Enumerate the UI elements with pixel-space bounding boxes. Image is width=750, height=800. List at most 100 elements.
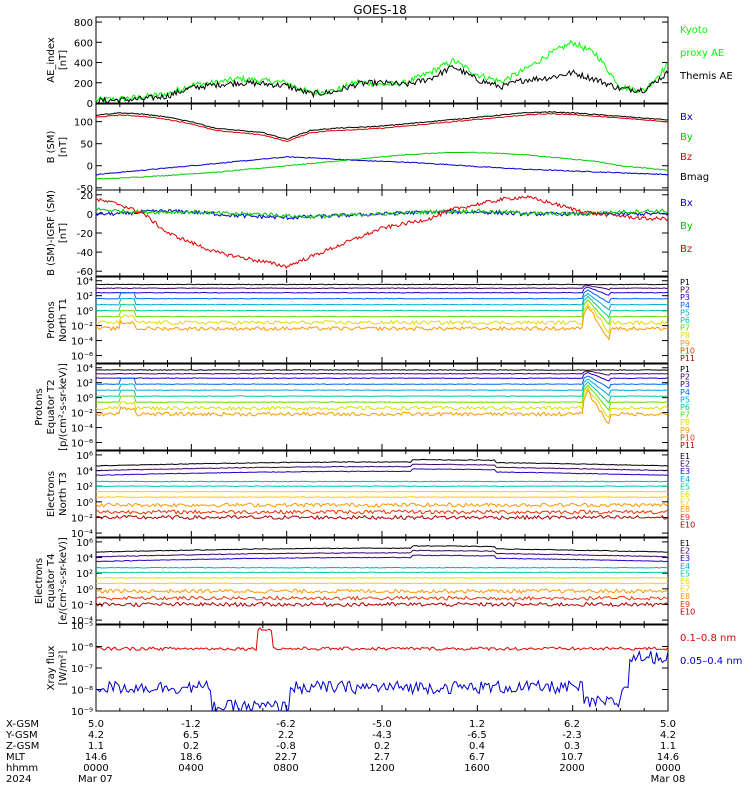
y-tick-label: 10² [76, 379, 93, 390]
y-tick-label: 400 [74, 59, 93, 70]
series-line-e4 [95, 566, 669, 569]
series-line-e1 [95, 545, 669, 553]
series-line-themis-ae [95, 64, 669, 104]
y-tick-label: 0 [87, 162, 93, 173]
panel-ylabel: [p/(cm²-s-sr-keV)] [58, 363, 69, 451]
footer-value: -6.2 [276, 719, 296, 730]
y-tick-label: 10⁻⁶ [71, 352, 93, 363]
legend-entry: E7 [680, 498, 690, 507]
footer-row-label: X-GSM [6, 719, 39, 730]
series-line-p1 [95, 283, 668, 286]
panel-ylabel: North T3 [58, 472, 69, 516]
legend-entry: E7 [680, 585, 690, 594]
y-tick-label: 10⁻⁶ [71, 439, 93, 450]
y-tick-label: 600 [74, 38, 93, 49]
panel-legend: Bx By Bz Bmag [680, 112, 709, 183]
legend-entry: P6 [680, 316, 690, 325]
panel-ylabel: [nT] [58, 223, 69, 243]
y-tick-label: 10⁶ [76, 538, 93, 549]
footer-value: 6.2 [564, 719, 580, 730]
y-tick-label: 800 [74, 18, 93, 29]
y-tick-label: 10⁻⁴ [71, 529, 93, 540]
y-tick-label: 10⁻⁴ [71, 616, 93, 627]
y-tick-label: -20 [77, 229, 93, 240]
footer-value: 0.4 [469, 741, 485, 752]
series-line-p6 [95, 295, 669, 319]
footer-value: 22.7 [275, 752, 297, 763]
footer-value: 5.0 [88, 719, 104, 730]
legend-entry: E6 [680, 577, 690, 586]
footer-value: 0000 [655, 763, 680, 774]
panel-8: 10⁻⁵ 10⁻⁶ 10⁻⁷ 10⁻⁸ 10⁻⁹ Xray flux [W/m²] 0.1–0… [46, 621, 742, 718]
legend-entry: P7 [680, 411, 690, 420]
y-tick-label: 10⁰ [76, 498, 93, 509]
footer-ephemeris: X-GSM 5.0 -1.2 -6.2 -5.0 1.2 6.2 5.0 Y-GSM 4.2 6.5… [5, 719, 685, 785]
panel-5: 10⁴ 10² 10⁰ 10⁻² 10⁻⁴ 10⁻⁶ Protons Equator T2 [p… [34, 363, 695, 451]
legend-entry: P4 [680, 301, 690, 310]
footer-value: 0000 [83, 763, 108, 774]
legend-entry: Bz [680, 152, 692, 163]
y-tick-label: 20 [80, 191, 93, 202]
series-line-bx [96, 156, 669, 176]
legend-entry: Bz [680, 244, 692, 255]
series-line-e9 [95, 595, 669, 601]
series-line-p4 [95, 289, 669, 304]
legend-entry: E10 [680, 607, 695, 616]
legend-entry: Bx [680, 112, 693, 123]
series-line-p8 [95, 303, 669, 334]
series-line-e5 [95, 571, 669, 574]
y-tick-label: -40 [77, 248, 93, 259]
footer-value: 0400 [178, 763, 203, 774]
panel-2: -50 0 50 100 B (SM) [nT] Bx By Bz Bmag [46, 103, 709, 195]
legend-entry: By [680, 221, 693, 232]
legend-entry: P11 [680, 354, 695, 363]
legend-entry: P2 [680, 373, 690, 382]
legend-entry: E5 [680, 482, 690, 491]
legend-entry: By [680, 132, 693, 143]
panel-4: 10⁴ 10² 10⁰ 10⁻² 10⁻⁴ 10⁻⁶ Protons North T1 P1P2… [46, 276, 695, 364]
footer-row-label: hhmm [6, 763, 38, 774]
y-tick-label: 10² [76, 292, 93, 303]
panel-ylabel: Xray flux [46, 646, 57, 691]
footer-row-label: 2024 [6, 774, 31, 785]
footer-value: 4.2 [660, 730, 676, 741]
series-line-kyoto-proxy-ae [95, 39, 669, 103]
footer-value: 0.2 [183, 741, 199, 752]
series-line-e6 [96, 577, 669, 579]
legend-entry: P7 [680, 324, 690, 333]
y-tick-label: 10⁶ [76, 451, 93, 462]
footer-value: 6.7 [469, 752, 485, 763]
series-line-p5 [95, 378, 668, 397]
series-line-p9 [95, 305, 669, 341]
panel-frame [95, 624, 669, 712]
footer-value: 0.2 [374, 741, 390, 752]
footer-value: 1.2 [469, 719, 485, 730]
footer-value: -2.3 [562, 730, 582, 741]
footer-row-label: Z-GSM [6, 741, 39, 752]
series-line-p3 [95, 286, 668, 296]
y-tick-label: 200 [74, 79, 93, 90]
footer-value: 2.7 [374, 752, 390, 763]
y-tick-label: 10⁻² [71, 409, 93, 420]
y-tick-label: -50 [77, 184, 93, 195]
legend-entry: P10 [680, 346, 695, 355]
y-tick-label: 10⁻⁴ [71, 424, 93, 435]
series-line-p1 [95, 369, 669, 371]
footer-value: 1.1 [660, 741, 676, 752]
y-tick-label: 10² [76, 482, 93, 493]
legend-entry: Bmag [680, 172, 709, 183]
series-line-e8 [95, 588, 669, 594]
footer-value: 14.6 [85, 752, 107, 763]
legend-entry: proxy AE [680, 48, 724, 59]
footer-value: 18.6 [180, 752, 202, 763]
y-tick-label: 10⁻² [71, 513, 93, 524]
legend-entry: E4 [680, 562, 690, 571]
legend-entry: 0.05–0.4 nm [680, 656, 742, 667]
series-line-e8 [95, 502, 669, 508]
legend-entry: P4 [680, 388, 690, 397]
series-line-p3 [95, 371, 669, 382]
legend-entry: P6 [680, 403, 690, 412]
legend-entry: P10 [680, 433, 695, 442]
